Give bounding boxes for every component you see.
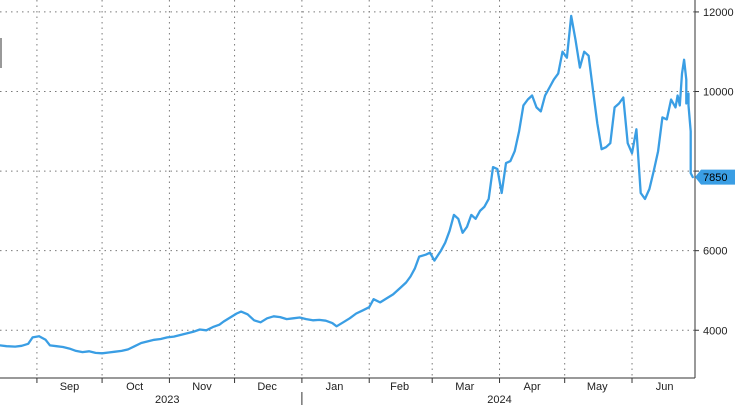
year-label: 2024	[487, 394, 511, 405]
y-tick-label: 12000	[703, 7, 734, 19]
x-axis-ticks: Sep Oct Nov Dec Jan Feb Mar Apr May Jun 2023 2024	[36, 378, 674, 405]
y-tick-label: 4000	[703, 325, 727, 337]
x-tick-label: Oct	[126, 381, 143, 393]
x-tick-label: Nov	[192, 381, 212, 393]
x-tick-label: Mar	[455, 381, 474, 393]
chart-axes	[0, 0, 696, 379]
series-line	[0, 14, 694, 355]
y-axis-ticks: 4000 6000 10000 12000	[695, 7, 734, 337]
y-tick-label: 10000	[703, 87, 734, 99]
y-tick-label: 6000	[703, 246, 727, 258]
x-tick-label: Dec	[257, 381, 277, 393]
last-value-tag-bg	[695, 169, 735, 185]
x-tick-label: Jun	[656, 381, 674, 393]
x-tick-label: Sep	[60, 381, 80, 393]
x-tick-label: Feb	[390, 381, 409, 393]
year-label: 2023	[155, 394, 179, 405]
last-value-tag: 7850	[695, 169, 735, 185]
x-tick-label: Apr	[524, 381, 541, 393]
x-tick-label: Jan	[326, 381, 344, 393]
x-tick-label: May	[587, 381, 608, 393]
last-value-label: 7850	[703, 172, 727, 184]
grid-lines	[0, 0, 695, 378]
series-layer	[0, 14, 694, 355]
